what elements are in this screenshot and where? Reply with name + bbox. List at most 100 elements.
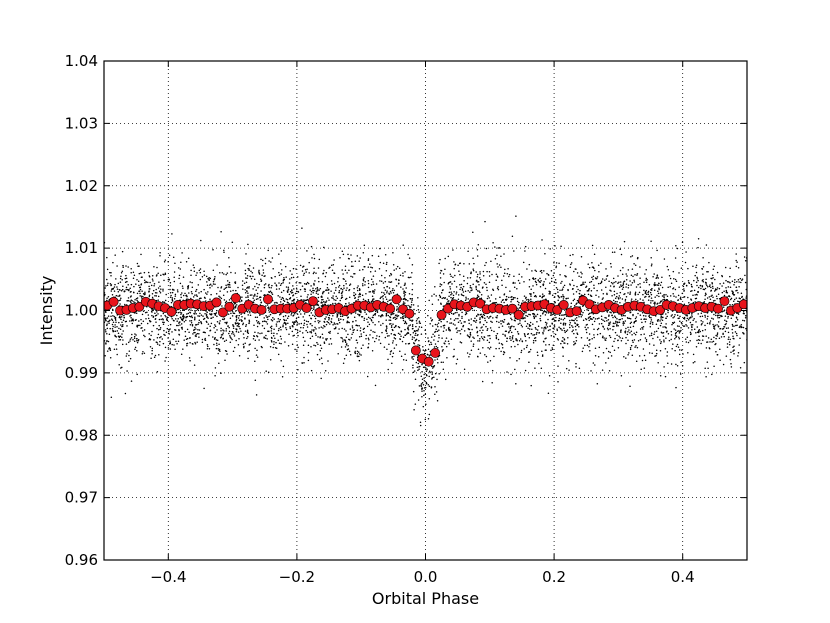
- raw-point: [111, 294, 114, 296]
- raw-point: [674, 329, 677, 331]
- raw-point: [387, 358, 389, 361]
- raw-point: [475, 319, 478, 322]
- raw-point: [549, 325, 551, 327]
- raw-point: [708, 285, 711, 288]
- raw-point: [489, 337, 491, 340]
- raw-point: [408, 276, 410, 279]
- raw-point: [597, 327, 600, 330]
- raw-point: [180, 327, 183, 329]
- raw-point: [336, 315, 339, 317]
- raw-point: [163, 260, 166, 263]
- raw-point: [431, 303, 434, 305]
- raw-point: [675, 345, 678, 348]
- raw-point: [506, 273, 509, 275]
- raw-point: [318, 280, 320, 283]
- raw-point: [418, 320, 421, 322]
- raw-point: [342, 340, 344, 343]
- raw-point: [430, 387, 433, 389]
- raw-point: [248, 269, 250, 272]
- raw-point: [407, 253, 409, 256]
- raw-point: [557, 339, 560, 341]
- raw-point: [326, 283, 329, 286]
- raw-point: [186, 337, 189, 340]
- raw-point: [148, 285, 150, 288]
- raw-point: [353, 291, 355, 294]
- raw-point: [411, 325, 414, 328]
- raw-point: [153, 339, 155, 341]
- raw-point: [713, 365, 715, 368]
- raw-point: [741, 278, 744, 280]
- raw-point: [554, 319, 557, 322]
- raw-point: [219, 271, 221, 274]
- raw-point: [388, 281, 390, 283]
- raw-point: [544, 349, 547, 351]
- raw-point: [551, 314, 553, 316]
- raw-point: [232, 350, 235, 353]
- raw-point: [228, 332, 230, 335]
- raw-point: [331, 269, 334, 271]
- raw-point: [508, 275, 510, 278]
- raw-point: [545, 337, 547, 339]
- raw-point: [598, 317, 600, 319]
- raw-point: [386, 327, 388, 329]
- raw-point: [495, 320, 498, 323]
- raw-point: [734, 320, 737, 323]
- raw-point: [334, 327, 337, 330]
- raw-point: [174, 329, 176, 331]
- raw-point: [357, 351, 360, 353]
- raw-point: [200, 314, 203, 316]
- raw-point: [329, 338, 332, 340]
- raw-point: [440, 284, 443, 286]
- raw-point: [396, 265, 399, 268]
- raw-point: [286, 298, 289, 301]
- raw-point: [250, 270, 252, 273]
- raw-point: [676, 365, 679, 367]
- raw-point: [256, 292, 259, 295]
- raw-point: [450, 338, 453, 340]
- raw-point: [655, 352, 658, 355]
- raw-point: [486, 316, 489, 318]
- raw-point: [403, 315, 405, 317]
- raw-point: [541, 355, 544, 357]
- raw-point: [424, 333, 427, 335]
- raw-point: [106, 284, 109, 287]
- raw-point: [267, 285, 270, 287]
- raw-point: [649, 322, 652, 325]
- raw-point: [616, 300, 618, 303]
- raw-point: [329, 332, 331, 334]
- raw-point: [549, 248, 551, 250]
- raw-point: [227, 325, 229, 327]
- raw-point: [543, 280, 545, 283]
- raw-point: [685, 251, 687, 253]
- raw-point: [144, 291, 146, 294]
- raw-point: [169, 291, 172, 294]
- raw-point: [302, 336, 305, 339]
- raw-point: [594, 301, 597, 304]
- raw-point: [372, 321, 374, 324]
- raw-point: [130, 337, 133, 339]
- raw-point: [265, 334, 267, 337]
- raw-point: [347, 348, 350, 350]
- raw-point: [718, 316, 721, 319]
- raw-point: [709, 341, 711, 343]
- raw-point: [219, 372, 222, 374]
- raw-point: [721, 285, 723, 287]
- raw-point: [257, 332, 259, 334]
- raw-point: [711, 373, 713, 376]
- raw-point: [376, 311, 379, 314]
- raw-point: [199, 271, 202, 274]
- raw-point: [382, 294, 384, 297]
- raw-point: [189, 359, 191, 362]
- raw-point: [180, 323, 183, 325]
- raw-point: [246, 335, 249, 338]
- raw-point: [628, 317, 631, 320]
- raw-point: [700, 342, 702, 345]
- raw-point: [180, 353, 183, 355]
- raw-point: [619, 269, 622, 272]
- raw-point: [260, 278, 262, 281]
- raw-point: [454, 324, 456, 326]
- raw-point: [728, 341, 731, 343]
- raw-point: [483, 314, 486, 317]
- raw-point: [344, 298, 347, 301]
- raw-point: [309, 337, 312, 340]
